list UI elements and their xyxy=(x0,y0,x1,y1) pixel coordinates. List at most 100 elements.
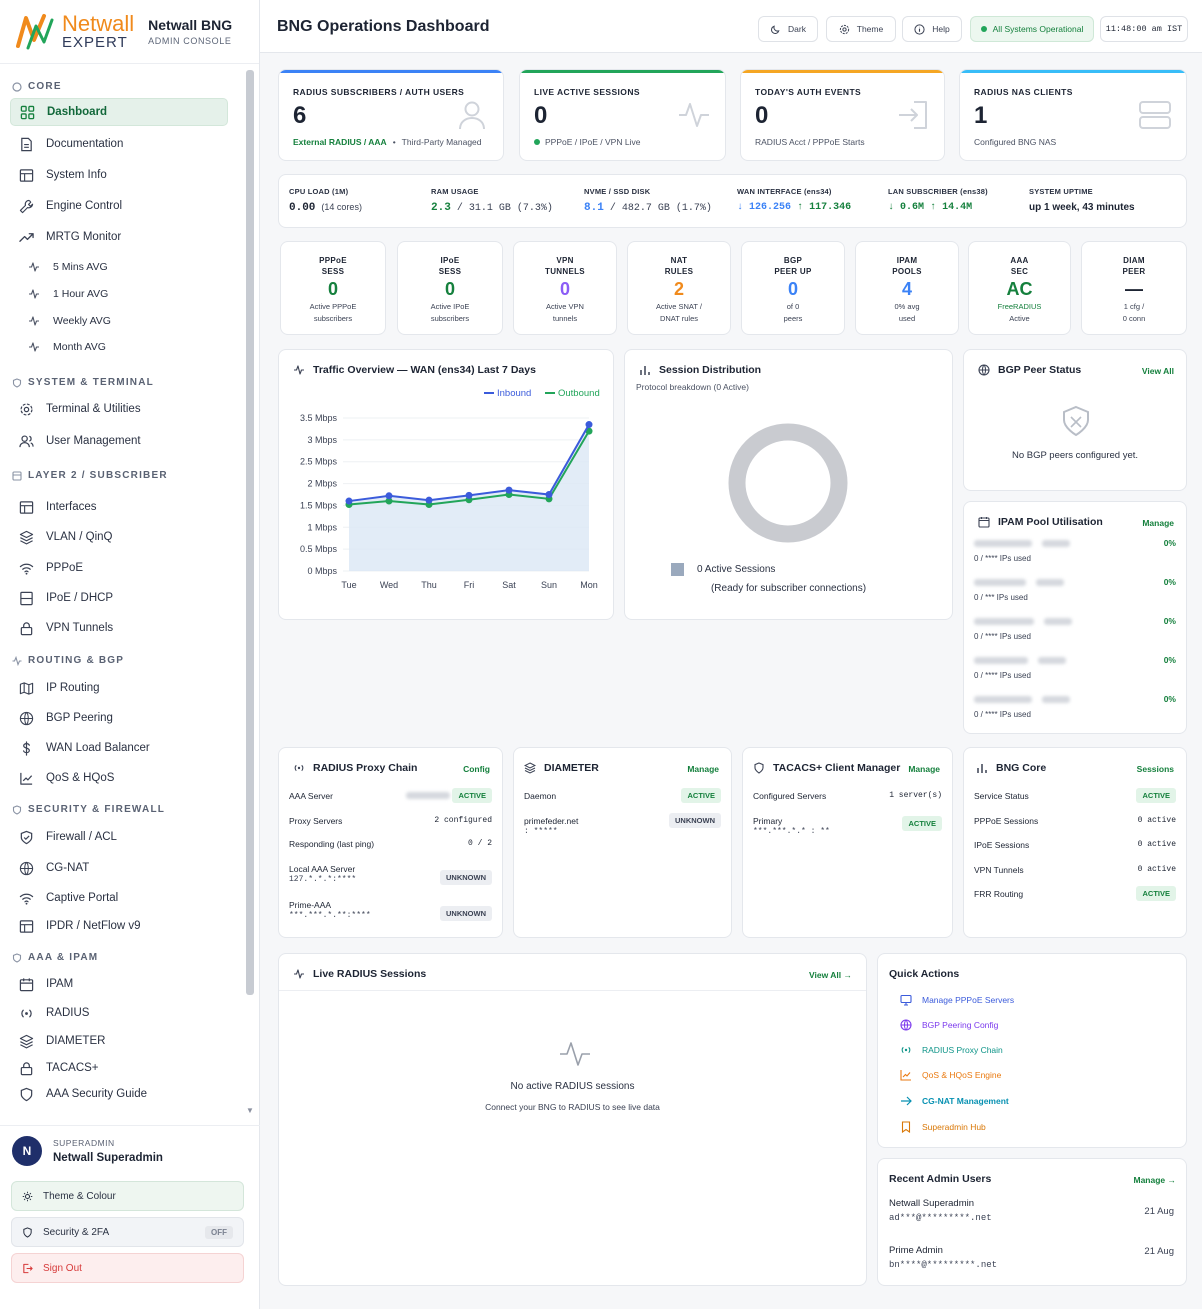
service-tile[interactable]: VPN TUNNELS 0 Active VPN tunnels xyxy=(513,241,617,335)
sidebar-item-ipam[interactable]: IPAM xyxy=(10,970,228,998)
system-status-badge[interactable]: All Systems Operational xyxy=(970,16,1094,42)
sidebar-item-engine-control[interactable]: Engine Control xyxy=(10,192,228,220)
qa-qos-engine[interactable]: QoS & HQoS Engine xyxy=(900,1069,1001,1081)
ipam-pool-row[interactable]: 0% 0 / **** IPs used xyxy=(974,616,1176,648)
security-2fa-button[interactable]: Security & 2FA OFF xyxy=(11,1217,244,1247)
bgp-view-all-link[interactable]: View All xyxy=(1141,366,1174,376)
tacacs-card: TACACS+ Client Manager Manage Configured… xyxy=(742,747,953,938)
sidebar-scrollbar[interactable]: ▼ xyxy=(246,70,254,1120)
proxy-config-link[interactable]: Config xyxy=(463,764,490,774)
service-tile[interactable]: IPAM POOLS 4 0% avg used xyxy=(855,241,959,335)
live-view-all-link[interactable]: View All → xyxy=(809,970,852,980)
traffic-title: Traffic Overview — WAN (ens34) Last 7 Da… xyxy=(293,364,536,376)
sidebar-item-ip-routing[interactable]: IP Routing xyxy=(10,674,228,702)
ipam-pool-row[interactable]: 0% 0 / **** IPs used xyxy=(974,655,1176,687)
scroll-down-arrow-icon[interactable]: ▼ xyxy=(246,1106,254,1115)
sidebar-item-radius[interactable]: RADIUS xyxy=(10,999,228,1027)
data-point-outbound xyxy=(385,497,393,505)
admin-name: Prime Admin xyxy=(889,1245,943,1256)
quick-actions-card: Quick Actions Manage PPPoE Servers BGP P… xyxy=(877,953,1187,1148)
sidebar-item-cgnat[interactable]: CG-NAT xyxy=(10,854,228,882)
admins-manage-link[interactable]: Manage → xyxy=(1133,1175,1176,1185)
ipam-pool-row[interactable]: 0% 0 / **** IPs used xyxy=(974,694,1176,726)
legend-outbound: Outbound xyxy=(558,388,600,399)
dark-mode-button[interactable]: Dark xyxy=(758,16,818,42)
stat-lan: LAN SUBSCRIBER (ens38) ↓ 0.6M ↑ 14.4M xyxy=(888,187,988,213)
trend-up-icon xyxy=(19,230,34,245)
theme-colour-button[interactable]: Theme & Colour xyxy=(11,1181,244,1211)
sidebar-item-vlan[interactable]: VLAN / QinQ xyxy=(10,523,228,551)
lock-icon xyxy=(19,1061,34,1076)
kpi-auth-events[interactable]: TODAY'S AUTH EVENTS 0 RADIUS Acct / PPPo… xyxy=(740,69,945,161)
shield-icon xyxy=(22,1226,33,1238)
sidebar-item-mrtg-monitor[interactable]: MRTG Monitor xyxy=(10,223,228,251)
sidebar-item-tacacs[interactable]: TACACS+ xyxy=(10,1054,228,1082)
sign-out-button[interactable]: Sign Out xyxy=(11,1253,244,1283)
kpi-foot: Configured BNG NAS xyxy=(974,137,1057,147)
layers-icon xyxy=(19,1034,34,1049)
kpi-radius-subscribers[interactable]: RADIUS SUBSCRIBERS / AUTH USERS 6 Extern… xyxy=(278,69,504,161)
sidebar-item-ipoe[interactable]: IPoE / DHCP xyxy=(10,584,228,612)
sidebar-item-system-info[interactable]: System Info xyxy=(10,161,228,189)
sidebar-scroll-thumb[interactable] xyxy=(246,70,254,995)
sidebar-item-wan-lb[interactable]: WAN Load Balancer xyxy=(10,734,228,762)
theme-button[interactable]: Theme xyxy=(826,16,896,42)
service-tile[interactable]: PPPoE SESS 0 Active PPPoE subscribers xyxy=(280,241,386,335)
kpi-foot: PPPoE / IPoE / VPN Live xyxy=(545,137,641,147)
sidebar-item-terminal[interactable]: Terminal & Utilities xyxy=(10,395,228,423)
traffic-overview-card: Traffic Overview — WAN (ens34) Last 7 Da… xyxy=(278,349,614,620)
panel-icon xyxy=(19,591,34,606)
table-icon xyxy=(19,500,34,515)
moon-icon xyxy=(770,24,781,35)
diameter-manage-link[interactable]: Manage xyxy=(687,764,719,774)
qa-bgp-config[interactable]: BGP Peering Config xyxy=(900,1019,998,1031)
sidebar-item-interfaces[interactable]: Interfaces xyxy=(10,493,228,521)
kpi-foot2: Third-Party Managed xyxy=(401,137,482,147)
sidebar-item-dashboard[interactable]: Dashboard xyxy=(10,98,228,126)
service-tile[interactable]: DIAM PEER — 1 cfg /0 conn xyxy=(1081,241,1187,335)
kpi-live-sessions[interactable]: LIVE ACTIVE SESSIONS 0 PPPoE / IPoE / VP… xyxy=(519,69,726,161)
sidebar-item-captive-portal[interactable]: Captive Portal xyxy=(10,884,228,912)
qa-cgnat[interactable]: CG-NAT Management xyxy=(900,1095,1009,1107)
ipam-pool-pct: 0% xyxy=(1163,577,1176,587)
tacacs-manage-link[interactable]: Manage xyxy=(908,764,940,774)
service-tile[interactable]: AAA SEC AC FreeRADIUS Active xyxy=(968,241,1071,335)
sidebar-item-ipdr[interactable]: IPDR / NetFlow v9 xyxy=(10,912,228,940)
qa-superadmin-hub[interactable]: Superadmin Hub xyxy=(900,1121,986,1133)
ipam-pool-row[interactable]: 0% 0 / *** IPs used xyxy=(974,577,1176,609)
sidebar-item-pppoe[interactable]: PPPoE xyxy=(10,554,228,582)
tile-label: NAT RULES xyxy=(664,256,694,276)
tile-value: 0 xyxy=(444,279,455,299)
arrow-right-icon xyxy=(900,1095,912,1107)
qa-radius-proxy[interactable]: RADIUS Proxy Chain xyxy=(900,1044,1003,1056)
avatar[interactable]: N xyxy=(12,1136,42,1166)
service-tile[interactable]: IPoE SESS 0 Active IPoE subscribers xyxy=(397,241,503,335)
core-sessions-link[interactable]: Sessions xyxy=(1136,764,1174,774)
sidebar-subitem-5min[interactable]: 5 Mins AVG xyxy=(28,257,108,277)
gear-icon xyxy=(19,402,34,417)
brand[interactable]: Netwall EXPERT Netwall BNG ADMIN CONSOLE xyxy=(0,0,259,64)
sidebar-subitem-month[interactable]: Month AVG xyxy=(28,337,106,357)
sidebar-item-diameter[interactable]: DIAMETER xyxy=(10,1027,228,1055)
sidebar-item-qos[interactable]: QoS & HQoS xyxy=(10,764,228,792)
system-stats-strip: CPU LOAD (1M) 0.00 (14 cores) RAM USAGE 2.… xyxy=(278,174,1187,228)
sidebar-item-aaa-guide[interactable]: AAA Security Guide xyxy=(10,1080,228,1108)
sidebar-item-documentation[interactable]: Documentation xyxy=(10,130,228,158)
sidebar-item-vpn-tunnels[interactable]: VPN Tunnels xyxy=(10,614,228,642)
sidebar-item-user-management[interactable]: User Management xyxy=(10,427,228,455)
pulse-icon xyxy=(28,261,40,273)
ipam-pool-row[interactable]: 0% 0 / **** IPs used xyxy=(974,538,1176,570)
bar-chart-icon xyxy=(639,364,651,376)
kpi-nas-clients[interactable]: RADIUS NAS CLIENTS 1 Configured BNG NAS xyxy=(959,69,1187,161)
tile-value: 0 xyxy=(327,279,338,299)
service-tile[interactable]: BGP PEER UP 0 of 0 peers xyxy=(741,241,845,335)
sidebar-item-firewall[interactable]: Firewall / ACL xyxy=(10,823,228,851)
qa-manage-pppoe[interactable]: Manage PPPoE Servers xyxy=(900,994,1014,1006)
sidebar-subitem-1hour[interactable]: 1 Hour AVG xyxy=(28,284,108,304)
sidebar-subitem-weekly[interactable]: Weekly AVG xyxy=(28,311,111,331)
monitor-icon xyxy=(900,994,912,1006)
help-button[interactable]: Help xyxy=(902,16,962,42)
sidebar-item-bgp-peering[interactable]: BGP Peering xyxy=(10,704,228,732)
ipam-manage-link[interactable]: Manage xyxy=(1142,518,1174,528)
service-tile[interactable]: NAT RULES 2 Active SNAT / DNAT rules xyxy=(627,241,731,335)
